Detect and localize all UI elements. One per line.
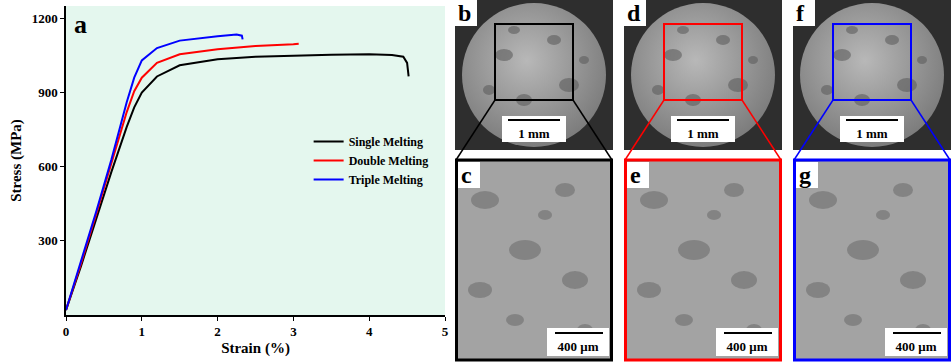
svg-text:c: c (461, 162, 472, 188)
svg-text:3: 3 (290, 324, 297, 339)
svg-text:0: 0 (63, 324, 70, 339)
svg-text:1: 1 (139, 324, 146, 339)
svg-text:b: b (458, 0, 471, 26)
svg-text:1 mm: 1 mm (856, 126, 888, 141)
svg-text:600: 600 (38, 159, 58, 174)
svg-text:1 mm: 1 mm (687, 126, 719, 141)
svg-text:1200: 1200 (32, 11, 58, 26)
svg-text:Stress (MPa): Stress (MPa) (8, 119, 25, 202)
svg-text:400 μm: 400 μm (896, 339, 937, 354)
svg-text:Strain (%): Strain (%) (221, 340, 290, 357)
svg-text:4: 4 (366, 324, 373, 339)
svg-text:g: g (799, 162, 811, 188)
svg-text:900: 900 (38, 85, 58, 100)
svg-text:5: 5 (442, 324, 449, 339)
svg-text:e: e (630, 162, 641, 188)
svg-text:Single Melting: Single Melting (349, 135, 423, 149)
svg-text:400 μm: 400 μm (558, 339, 599, 354)
svg-text:400 μm: 400 μm (727, 339, 768, 354)
svg-text:2: 2 (214, 324, 221, 339)
svg-text:a: a (74, 10, 87, 39)
svg-text:300: 300 (38, 233, 58, 248)
svg-text:Double Melting: Double Melting (349, 154, 429, 168)
svg-text:d: d (627, 0, 641, 26)
svg-text:Triple Melting: Triple Melting (349, 173, 423, 187)
svg-text:1 mm: 1 mm (518, 126, 550, 141)
svg-text:f: f (796, 0, 805, 26)
